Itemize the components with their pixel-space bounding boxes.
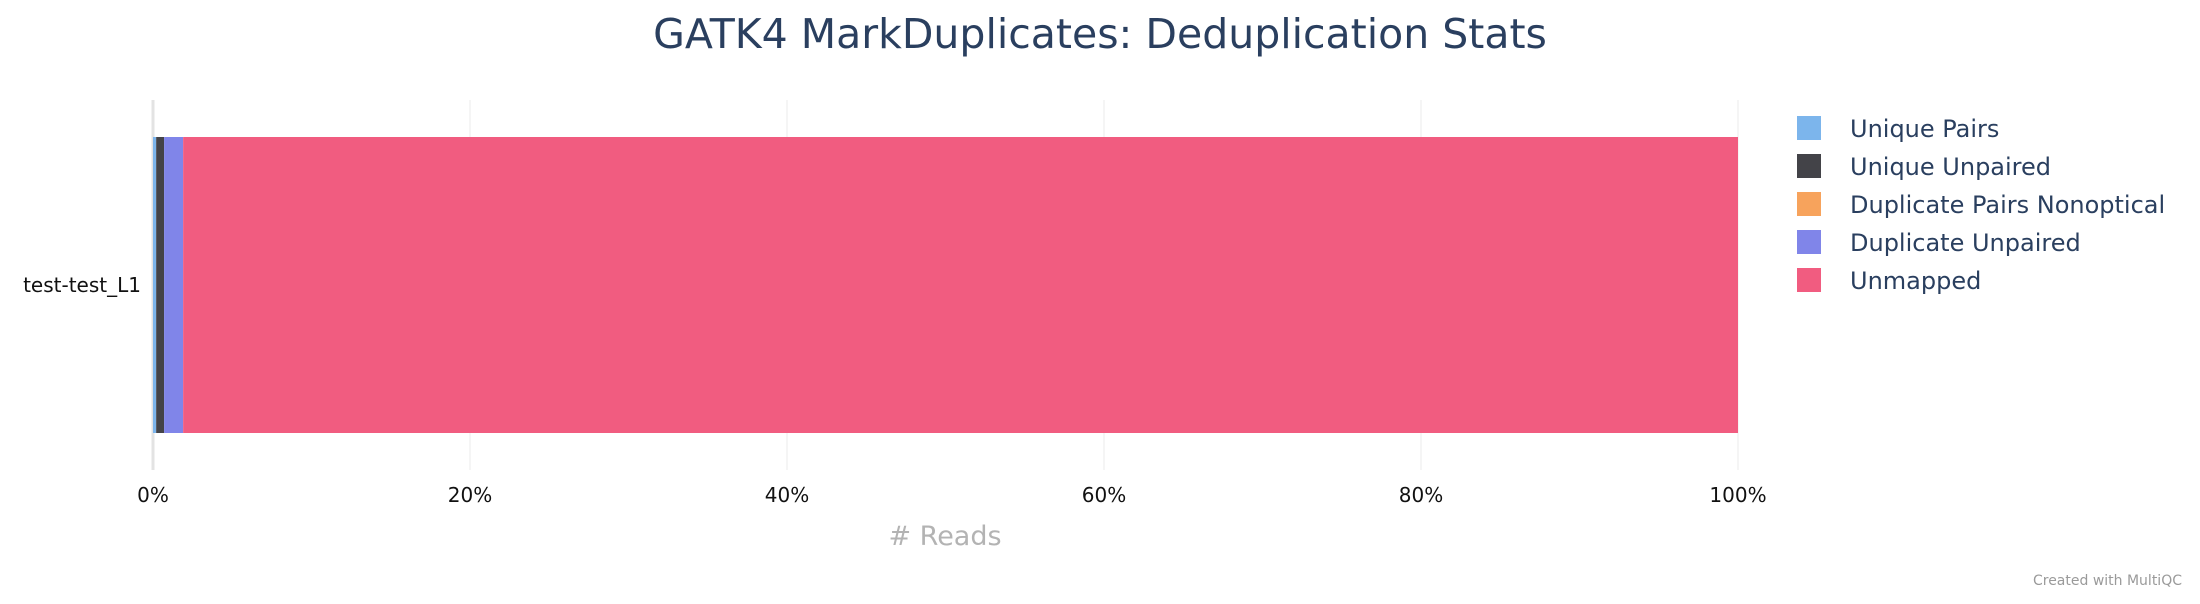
bar-segment-duplicate-unpaired[interactable]	[164, 137, 184, 433]
x-tick-label: 80%	[1399, 483, 1443, 507]
x-tick-label: 60%	[1082, 483, 1126, 507]
legend-item[interactable]: Unique Unpaired	[1797, 153, 2051, 181]
credit-text: Created with MultiQC	[2033, 573, 2182, 589]
legend-label: Unique Pairs	[1850, 115, 1999, 143]
legend-item[interactable]: Unmapped	[1797, 267, 1981, 295]
legend-swatch	[1797, 230, 1821, 254]
x-tick-label: 40%	[765, 483, 809, 507]
bar-segment-unique-pairs[interactable]	[153, 137, 157, 433]
bar-segment-unmapped[interactable]	[183, 137, 1739, 433]
legend-swatch	[1797, 192, 1821, 216]
legend-label: Duplicate Pairs Nonoptical	[1850, 191, 2165, 219]
legend-item[interactable]: Duplicate Pairs Nonoptical	[1797, 191, 2165, 219]
bar-segment-unique-unpaired[interactable]	[156, 137, 165, 433]
legend-swatch	[1797, 268, 1821, 292]
legend-label: Duplicate Unpaired	[1850, 229, 2081, 257]
legend-item[interactable]: Unique Pairs	[1797, 115, 1999, 143]
legend-item[interactable]: Duplicate Unpaired	[1797, 229, 2081, 257]
chart-title: GATK4 MarkDuplicates: Deduplication Stat…	[653, 10, 1547, 58]
y-tick-label: test-test_L1	[23, 273, 141, 297]
x-tick-label: 20%	[448, 483, 492, 507]
x-axis-ticks: 0% 20% 40% 60% 80% 100%	[137, 483, 1766, 507]
legend: Unique Pairs Unique Unpaired Duplicate Pai…	[1797, 115, 2165, 295]
x-tick-label: 100%	[1709, 483, 1766, 507]
legend-label: Unmapped	[1850, 267, 1981, 295]
legend-swatch	[1797, 154, 1821, 178]
x-tick-label: 0%	[137, 483, 169, 507]
bars	[153, 137, 1739, 433]
y-axis-ticks: test-test_L1	[23, 273, 141, 297]
legend-swatch	[1797, 116, 1821, 140]
x-axis-title: # Reads	[888, 521, 1001, 552]
legend-label: Unique Unpaired	[1850, 153, 2051, 181]
